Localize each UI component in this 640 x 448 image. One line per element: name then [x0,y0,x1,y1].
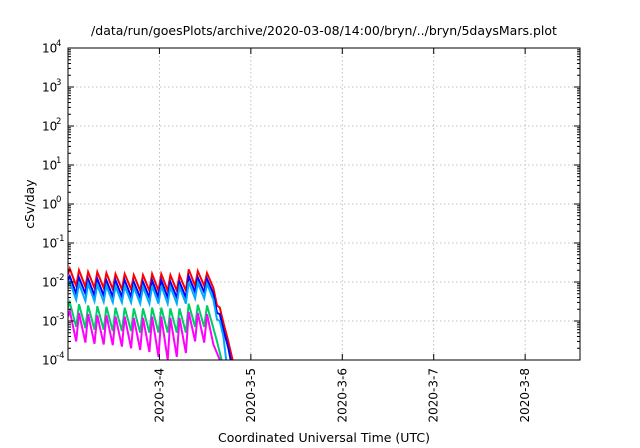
y-tick-exponent: 0 [56,195,61,205]
y-tick-label: 10 [42,120,57,134]
y-tick-exponent: -3 [56,312,64,322]
y-tick-label: 10 [42,354,57,368]
series-line-3 [68,279,228,360]
y-tick-exponent: 1 [56,156,61,166]
series-line-1 [68,265,234,360]
y-tick-label: 10 [42,81,57,95]
x-tick-label: 2020-3-4 [152,368,166,422]
chart-title: /data/run/goesPlots/archive/2020-03-08/1… [91,23,557,38]
y-tick-exponent: 3 [56,78,61,88]
y-tick-exponent: 2 [56,117,61,127]
y-tick-label: 10 [42,198,57,212]
x-tick-label: 2020-3-6 [335,368,349,422]
x-axis-label: Coordinated Universal Time (UTC) [218,430,430,445]
y-tick-label: 10 [42,237,57,251]
y-tick-exponent: -2 [56,273,64,283]
series-group [68,265,234,360]
x-tick-label: 2020-3-5 [244,368,258,422]
y-tick-exponent: 4 [56,39,61,49]
x-tick-label: 2020-3-7 [427,368,441,422]
y-tick-exponent: -1 [56,234,64,244]
y-tick-label: 10 [42,42,57,56]
series-line-4 [68,298,223,360]
y-axis-label: cSv/day [22,179,37,229]
x-axis: 2020-3-4 2020-3-5 2020-3-6 2020-3-7 2020-3-8 [152,48,532,422]
y-tick-label: 10 [42,315,57,329]
x-tick-label: 2020-3-8 [518,368,532,422]
y-tick-label: 10 [42,159,57,173]
y-tick-exponent: -4 [56,351,64,361]
series-line-5 [68,307,221,360]
y-tick-label: 10 [42,276,57,290]
